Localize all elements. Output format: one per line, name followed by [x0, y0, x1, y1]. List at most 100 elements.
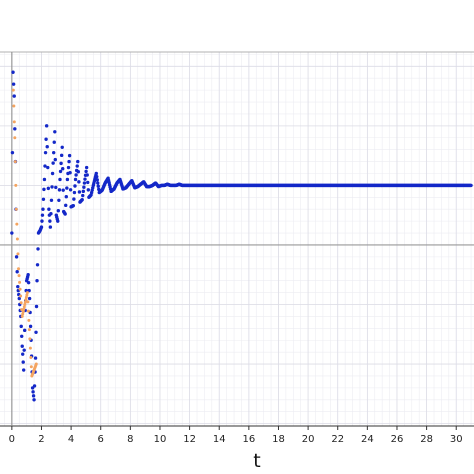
- data-point-blue: [34, 304, 39, 309]
- data-point-blue: [71, 203, 76, 208]
- data-point-blue: [44, 137, 48, 141]
- data-point-orange: [12, 104, 16, 108]
- data-point-orange: [34, 362, 38, 366]
- data-point-blue: [48, 225, 53, 229]
- data-point-blue: [74, 173, 78, 177]
- data-point-blue: [61, 188, 65, 192]
- data-point-blue: [49, 198, 54, 202]
- data-point-blue: [56, 219, 60, 223]
- data-point-blue: [21, 360, 25, 364]
- data-point-blue: [94, 171, 98, 176]
- data-point-blue: [67, 153, 72, 158]
- data-point-blue: [57, 188, 62, 192]
- data-point-blue: [73, 184, 77, 188]
- data-point-orange: [25, 291, 29, 295]
- data-point-blue: [77, 190, 82, 194]
- data-point-blue: [20, 344, 24, 348]
- x-tick-label: 8: [127, 434, 133, 445]
- data-point-blue: [95, 174, 99, 179]
- data-point-orange: [29, 355, 33, 359]
- data-point-orange: [12, 120, 16, 124]
- x-tick-label: 12: [183, 434, 196, 445]
- data-point-blue: [27, 296, 32, 301]
- x-tick-labels: 0 2 4 6 8 10 12 14 16 18 20 22 24 26 28 30: [9, 426, 463, 445]
- data-point-blue: [96, 184, 100, 188]
- data-point-blue: [33, 356, 38, 360]
- data-point-blue: [53, 157, 57, 162]
- x-tick-label: 22: [331, 434, 344, 445]
- x-tick-label: 10: [154, 434, 167, 445]
- data-point-blue: [75, 164, 79, 168]
- data-point-blue: [11, 70, 15, 74]
- x-tick-label: 24: [361, 434, 374, 445]
- data-point-blue: [36, 247, 40, 251]
- data-point-blue: [60, 145, 64, 149]
- data-point-blue: [10, 231, 14, 235]
- data-point-blue: [82, 185, 86, 189]
- data-point-blue: [47, 207, 51, 211]
- data-point-blue: [85, 173, 89, 177]
- data-point-blue: [42, 187, 46, 192]
- data-point-blue: [95, 178, 99, 182]
- data-point-orange: [13, 136, 17, 140]
- data-point-blue: [26, 280, 31, 285]
- data-point-blue: [48, 219, 52, 223]
- data-points: [10, 70, 473, 402]
- data-point-blue: [61, 167, 65, 171]
- data-point-blue: [39, 225, 44, 229]
- data-point-blue: [12, 94, 16, 98]
- data-point-orange: [24, 298, 28, 302]
- data-point-blue: [41, 207, 45, 211]
- data-point-orange: [22, 307, 26, 311]
- data-point-blue: [43, 164, 47, 168]
- data-point-blue: [80, 197, 84, 202]
- x-tick-label: 14: [213, 434, 226, 445]
- data-point-blue: [22, 328, 27, 333]
- data-point-blue: [17, 296, 21, 301]
- data-point-blue: [86, 180, 90, 185]
- data-point-blue: [14, 255, 19, 259]
- data-point-orange: [21, 312, 25, 316]
- x-tick-label: 20: [302, 434, 315, 445]
- data-point-orange: [21, 310, 25, 314]
- data-point-orange: [28, 337, 32, 341]
- data-point-orange: [17, 274, 21, 278]
- data-point-blue: [31, 394, 36, 398]
- data-point-orange: [23, 303, 27, 307]
- data-point-orange: [14, 183, 18, 187]
- data-point-blue: [32, 398, 36, 402]
- data-point-orange: [29, 365, 33, 369]
- data-point-blue: [49, 211, 53, 216]
- data-point-blue: [469, 183, 473, 188]
- data-point-blue: [58, 169, 63, 174]
- x-tick-label: 26: [391, 434, 404, 445]
- data-point-blue: [76, 170, 81, 174]
- data-point-blue: [40, 219, 44, 223]
- data-point-orange: [20, 314, 24, 318]
- data-point-orange: [18, 287, 22, 291]
- data-point-blue: [34, 330, 38, 334]
- data-point-blue: [96, 181, 100, 185]
- data-point-blue: [46, 165, 50, 170]
- data-point-blue: [13, 127, 17, 131]
- data-point-blue: [81, 189, 86, 194]
- data-point-blue: [65, 177, 70, 182]
- data-point-blue: [66, 165, 71, 170]
- data-point-blue: [10, 150, 15, 155]
- data-point-blue: [45, 144, 49, 149]
- data-point-blue: [58, 177, 62, 182]
- data-point-orange: [19, 294, 23, 298]
- x-tick-label: 16: [242, 434, 255, 445]
- data-point-blue: [42, 177, 47, 182]
- data-point-orange: [15, 222, 19, 226]
- data-point-orange: [27, 328, 31, 332]
- data-point-blue: [73, 177, 78, 182]
- data-point-orange: [17, 267, 21, 271]
- data-point-blue: [26, 273, 30, 277]
- x-tick-label: 4: [68, 434, 74, 445]
- x-tick-label: 30: [450, 434, 463, 445]
- data-point-blue: [52, 150, 56, 155]
- data-point-orange: [24, 295, 28, 299]
